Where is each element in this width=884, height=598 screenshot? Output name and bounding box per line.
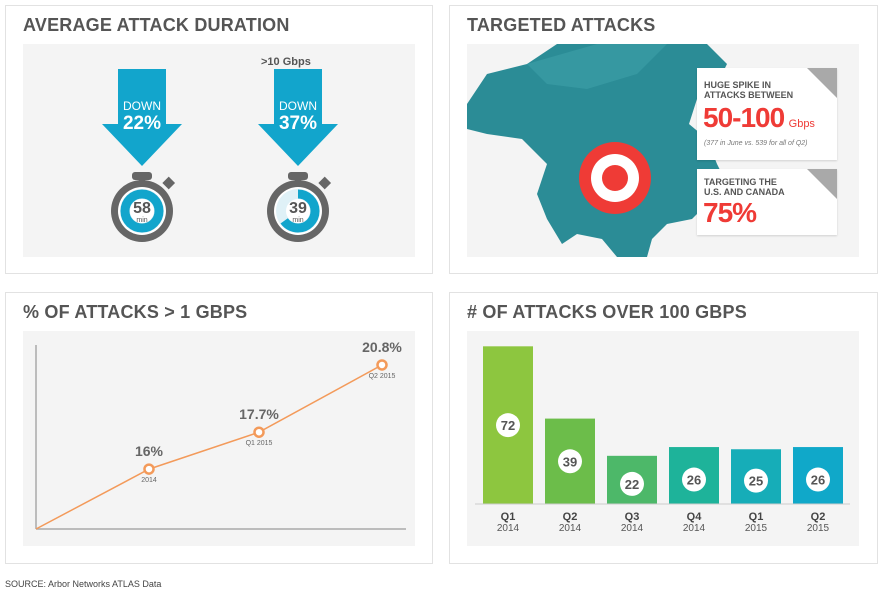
value-badge <box>620 471 644 496</box>
data-label: 17.7% <box>239 406 279 423</box>
data-label: 20.8% <box>362 338 402 355</box>
minutes: 58 <box>133 200 151 217</box>
source-note: SOURCE: Arbor Networks ATLAS Data <box>5 579 162 589</box>
duration-2: 39 min <box>278 200 318 225</box>
stopwatch-icon <box>258 69 338 242</box>
stopwatch-graphics <box>102 69 338 242</box>
change: 37% <box>278 113 318 134</box>
x-tick-label: Q1 2015 <box>744 511 768 534</box>
data-point <box>376 359 388 371</box>
unit: min <box>292 217 304 224</box>
change: 22% <box>122 113 162 134</box>
targeting-value: 75% <box>703 197 757 228</box>
data-point <box>143 463 155 475</box>
bar-value: 26 <box>811 473 825 488</box>
value-badge <box>558 449 582 474</box>
duration-ring <box>120 189 164 233</box>
line-title: % OF ATTACKS > 1 GBPS <box>23 302 248 322</box>
unit: min <box>136 217 148 224</box>
duration-1: 58 min <box>122 200 162 225</box>
line-series <box>35 364 383 530</box>
bar-chart: 72 39 22 26 25 26 <box>475 346 850 505</box>
value-badge <box>744 468 768 493</box>
card-line: U.S. AND CANADA <box>704 187 785 197</box>
duration-title: AVERAGE ATTACK DURATION <box>23 15 290 35</box>
card-line: TARGETING THE <box>704 177 777 187</box>
bar-title: # OF ATTACKS OVER 100 GBPS <box>467 302 747 322</box>
duration-note: >10 Gbps <box>261 56 311 68</box>
direction: DOWN <box>279 99 317 113</box>
x-tick-label: 2014 <box>141 477 157 485</box>
targeted-panel: TARGETED ATTACKS HUGE SPIKE IN ATTACKS BE… <box>449 5 878 274</box>
spike-note: (377 in June vs. 539 for all of Q2) <box>704 140 808 147</box>
x-tick-label: Q1 2015 <box>245 440 273 448</box>
direction: DOWN <box>123 99 161 113</box>
value-badge <box>806 467 830 492</box>
duration-panel: AVERAGE ATTACK DURATION >10 Gbps DOWN 22%… <box>5 5 433 274</box>
x-tick-label: Q2 2014 <box>558 511 582 534</box>
targeted-title: TARGETED ATTACKS <box>467 15 656 35</box>
bar-panel: # OF ATTACKS OVER 100 GBPS 72 39 22 26 25 26 … <box>449 292 878 564</box>
down-arrow-icon <box>102 69 182 166</box>
north-america-map <box>467 44 727 257</box>
down-arrow-icon <box>258 69 338 166</box>
x-tick-label: Q3 2014 <box>620 511 644 534</box>
x-tick-label: Q1 2014 <box>496 511 520 534</box>
duration-area: >10 Gbps <box>23 44 415 257</box>
card-line: ATTACKS BETWEEN <box>704 90 794 100</box>
x-tick-label: Q2 2015 <box>806 511 830 534</box>
x-tick-label: Q4 2014 <box>682 511 706 534</box>
arrow-text-2: DOWN 37% <box>258 99 338 135</box>
data-label: 16% <box>134 443 164 460</box>
stopwatch-icon <box>102 69 182 242</box>
value-badge <box>682 467 706 492</box>
bar-value: 22 <box>625 477 639 492</box>
spike-card: HUGE SPIKE IN ATTACKS BETWEEN 50-100 Gbps… <box>697 68 837 160</box>
line-chart <box>35 345 406 530</box>
bar-value: 25 <box>749 474 763 489</box>
x-tick-label: Q2 2015 <box>368 372 396 380</box>
bar-value: 26 <box>687 473 701 488</box>
arrow-text-1: DOWN 22% <box>102 99 182 135</box>
bar-value: 39 <box>563 454 577 469</box>
line-area <box>23 331 415 546</box>
spike-value: 50-100 <box>703 102 785 133</box>
card-line: HUGE SPIKE IN <box>704 80 772 90</box>
duration-ring <box>276 189 320 233</box>
targeting-card: TARGETING THE U.S. AND CANADA 75% <box>697 169 837 235</box>
minutes: 39 <box>289 200 307 217</box>
spike-unit: Gbps <box>788 118 815 130</box>
data-point <box>253 426 265 438</box>
value-badge <box>496 413 520 438</box>
bar-value: 72 <box>501 418 515 433</box>
line-panel: % OF ATTACKS > 1 GBPS 16% 2014 17.7% Q1 201… <box>5 292 433 564</box>
